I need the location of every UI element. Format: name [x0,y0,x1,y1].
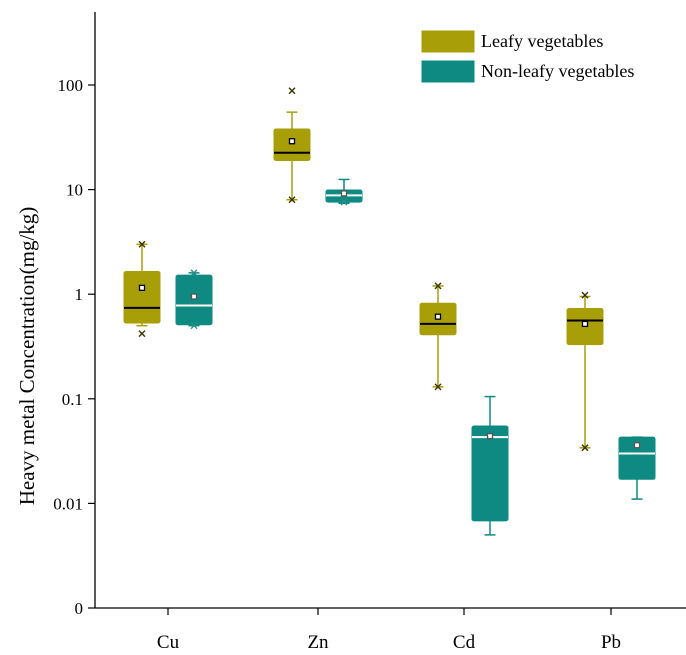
outlier-marker [190,322,198,330]
legend-swatch-non-leafy [421,60,475,83]
legend-label-leafy: Leafy vegetables [481,31,603,51]
outlier-marker [581,444,589,452]
box-series [123,87,656,536]
outlier-marker [190,269,198,277]
iqr-box [273,128,311,161]
box-pb-non-leafy [618,436,656,500]
mean-marker [581,320,589,328]
y-tick-label: 0.1 [62,390,83,409]
y-tick-label: 100 [58,76,84,95]
iqr-box [123,270,161,324]
box-cu-leafy [123,240,161,338]
y-tick-label: 1 [75,285,84,304]
outlier-marker [340,198,348,206]
y-tick-label: 0.01 [53,494,83,513]
outlier-marker [288,196,296,204]
outlier-marker [138,240,146,248]
iqr-box [175,274,213,326]
legend-label-non-leafy: Non-leafy vegetables [481,61,634,81]
x-tick-label-cd: Cd [453,632,476,653]
mean-marker [138,284,146,292]
y-tick-label: 10 [66,181,83,200]
iqr-box [618,436,656,480]
box-cd-non-leafy [471,395,509,536]
legend: Leafy vegetables Non-leafy vegetables [421,30,634,83]
mean-marker [288,138,296,145]
y-tick-label: 0 [75,599,84,618]
mean-marker [340,190,348,197]
outlier-marker [581,291,589,299]
outlier-marker [138,330,146,338]
box-cu-non-leafy [175,269,213,330]
outlier-marker [434,282,442,290]
box-zn-non-leafy [325,178,363,206]
box-zn-leafy [273,87,311,204]
mean-marker [633,442,641,449]
x-axis: Cu Zn Cd Pb [157,608,621,653]
x-tick-label-cu: Cu [157,632,180,653]
iqr-box [471,425,509,522]
mean-marker [434,313,442,320]
box-pb-leafy [566,291,604,452]
plot-frame [94,12,686,609]
y-axis: 0 0.01 0.1 1 10 100 [53,76,95,618]
x-tick-label-pb: Pb [601,632,621,653]
box-cd-leafy [419,282,457,391]
legend-swatch-leafy [421,30,475,53]
mean-marker [486,432,494,440]
outlier-marker [288,87,296,95]
x-tick-label-zn: Zn [307,632,329,653]
outlier-marker [434,383,442,391]
y-axis-label: Heavy metal Concentration(mg/kg) [15,207,39,506]
mean-marker [190,293,198,300]
